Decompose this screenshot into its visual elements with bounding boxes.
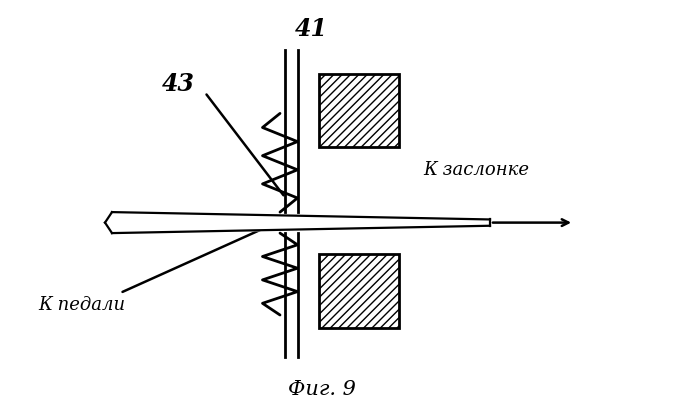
Text: К заслонке: К заслонке [424, 161, 529, 179]
Text: 41: 41 [295, 17, 328, 42]
Bar [318, 254, 399, 328]
Text: 43: 43 [162, 72, 195, 96]
Text: Фиг. 9: Фиг. 9 [288, 380, 356, 399]
Bar [318, 74, 399, 147]
Text: К педали: К педали [38, 296, 125, 313]
